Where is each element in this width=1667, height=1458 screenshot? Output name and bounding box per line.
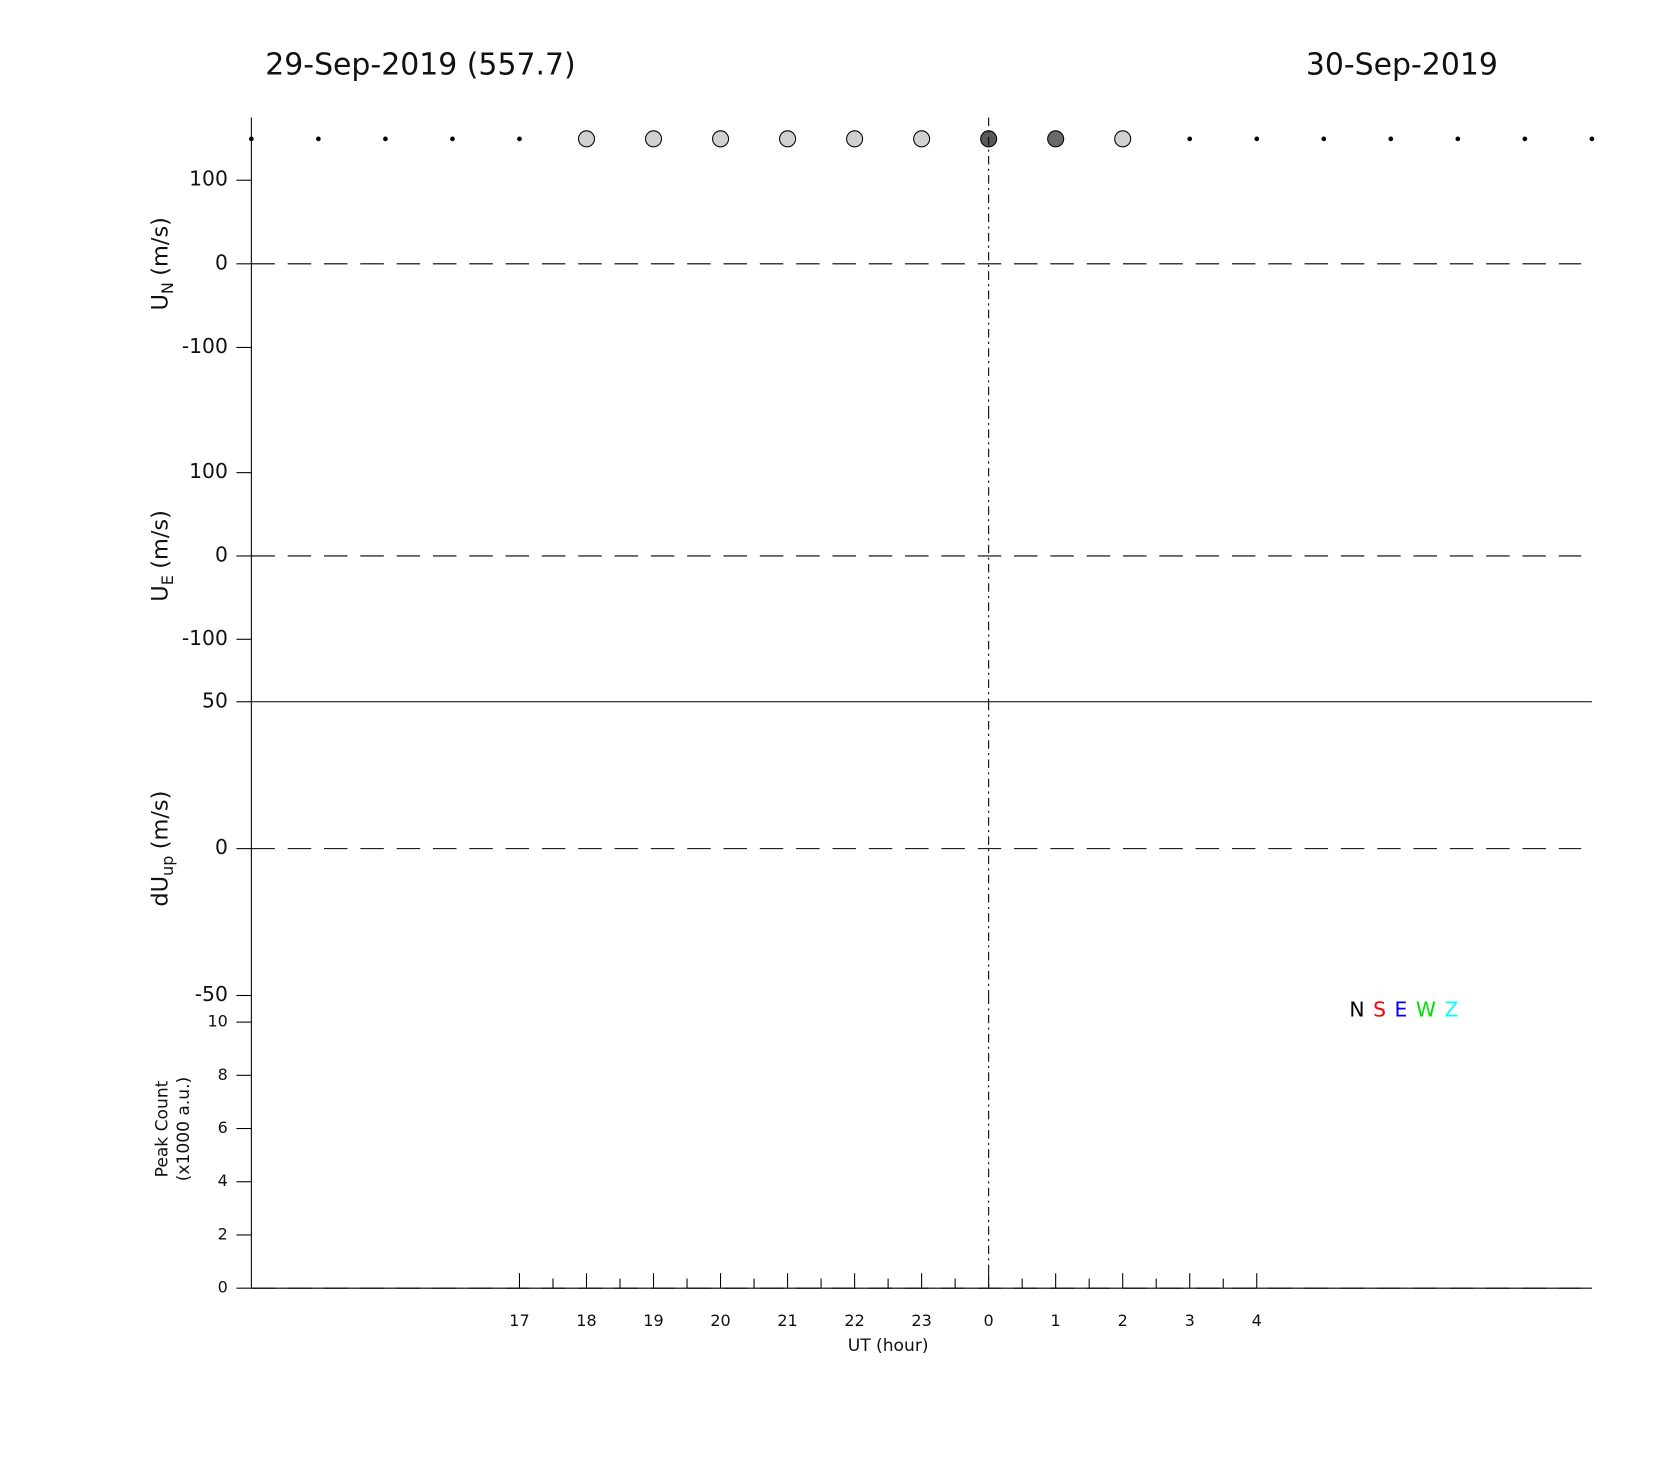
- sky-dot: [1187, 136, 1193, 142]
- y-axis-label: UN (m/s): [147, 217, 176, 310]
- sky-marker: [1114, 130, 1132, 148]
- sky-dot: [1321, 136, 1327, 142]
- y-tick-label: 0: [215, 542, 228, 566]
- sky-dot: [1522, 136, 1528, 142]
- legend-entry: S: [1373, 997, 1386, 1021]
- x-tick-label: 1: [1051, 1311, 1061, 1330]
- x-tick-label: 4: [1252, 1311, 1262, 1330]
- y-axis-label: dUup (m/s): [147, 791, 176, 907]
- sky-marker: [846, 130, 864, 148]
- y-axis-label: Peak Count: [153, 1080, 173, 1177]
- y-tick-label: 0: [215, 250, 228, 274]
- sky-dot: [450, 136, 455, 142]
- date-left: 29-Sep-2019 (557.7): [265, 48, 575, 83]
- sky-dot: [1589, 136, 1595, 142]
- y-tick-label: 8: [218, 1065, 228, 1084]
- legend-entry: E: [1395, 997, 1408, 1021]
- sky-dot: [1388, 136, 1394, 142]
- sky-dot: [383, 136, 388, 142]
- sky-dot: [1254, 136, 1260, 142]
- y-tick-label: 2: [218, 1224, 228, 1243]
- x-tick-label: 21: [777, 1311, 797, 1330]
- y-tick-label: 100: [189, 459, 228, 483]
- legend-entry: W: [1416, 997, 1436, 1021]
- sky-dot: [1455, 136, 1461, 142]
- date-right: 30-Sep-2019: [1306, 48, 1498, 83]
- y-label-main: U: [147, 294, 173, 310]
- sky-marker: [1047, 130, 1065, 148]
- y-tick-label: -100: [182, 334, 228, 358]
- x-tick-label: 22: [844, 1311, 864, 1330]
- y-label-main: dU: [147, 876, 173, 907]
- y-axis-label: UE (m/s): [147, 510, 176, 602]
- y-axis-label: (x1000 a.u.): [174, 1077, 194, 1181]
- y-tick-label: 6: [218, 1118, 228, 1137]
- x-tick-label: 20: [710, 1311, 730, 1330]
- sky-dot: [316, 136, 321, 142]
- x-axis-label: UT (hour): [848, 1336, 929, 1356]
- y-label-unit: (m/s): [147, 791, 173, 850]
- x-tick-label: 0: [984, 1311, 994, 1330]
- y-tick-label: 0: [218, 1278, 228, 1297]
- y-label-sub: E: [158, 575, 177, 585]
- y-tick-label: 50: [202, 688, 228, 712]
- legend-entry: Z: [1445, 997, 1459, 1021]
- sky-marker: [712, 130, 730, 148]
- y-tick-label: 0: [215, 835, 228, 859]
- x-tick-label: 19: [643, 1311, 663, 1330]
- y-tick-label: 4: [218, 1171, 228, 1190]
- sky-marker: [913, 130, 931, 148]
- y-label-sub: up: [158, 856, 177, 876]
- y-label-main: U: [147, 585, 173, 601]
- legend-entry: N: [1349, 997, 1364, 1021]
- x-tick-label: 3: [1185, 1311, 1195, 1330]
- x-tick-label: 17: [509, 1311, 529, 1330]
- x-tick-label: 18: [576, 1311, 596, 1330]
- sky-dot: [249, 136, 254, 142]
- y-label-unit: (m/s): [147, 510, 173, 569]
- y-tick-label: -100: [182, 626, 228, 650]
- x-tick-label: 2: [1118, 1311, 1128, 1330]
- y-tick-label: 100: [189, 167, 228, 191]
- y-tick-label: 10: [207, 1012, 227, 1031]
- y-label-unit: (m/s): [147, 217, 173, 276]
- sky-dot: [517, 136, 522, 142]
- sky-marker: [779, 130, 797, 148]
- y-label-sub: N: [158, 282, 177, 294]
- x-tick-label: 23: [911, 1311, 931, 1330]
- sky-marker: [644, 130, 663, 148]
- y-tick-label: -50: [195, 982, 228, 1006]
- sky-marker: [577, 130, 596, 148]
